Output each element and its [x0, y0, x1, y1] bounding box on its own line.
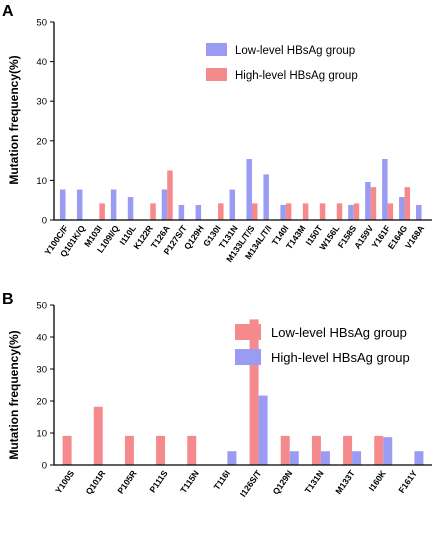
bar-s1-f158s — [348, 204, 354, 220]
bar-s1-t140i — [280, 204, 286, 220]
bar-s2-t131n — [320, 451, 330, 465]
bar-s2-m133t — [352, 451, 362, 465]
panel-a-letter: A — [2, 3, 14, 20]
y-tick-label: 40 — [36, 333, 47, 344]
bar-s1-q101r — [93, 406, 103, 465]
panel-b-y-ticks: 0 10 20 30 40 50 — [36, 301, 54, 472]
x-tick-label: T115N — [178, 468, 201, 494]
bar-s2-m133l-t-s — [251, 203, 258, 220]
panel-a-x-tick-labels: Y100C/FQ101K/QM103IL109I/QI110LK122RT126… — [42, 223, 426, 264]
bar-s2-t116i — [227, 451, 237, 465]
panel-a-legend-label-low: Low-level HBsAg group — [235, 45, 355, 57]
panel-b-legend-swatch-low — [235, 324, 261, 340]
bar-s2-e164g — [404, 187, 411, 220]
bar-s1-v168a — [416, 204, 422, 220]
panel-b-letter: B — [2, 291, 14, 308]
bar-s1-t115n — [187, 435, 197, 465]
panel-a: A Mutation frequency(%) 0 10 20 30 40 50 Y100… — [2, 3, 432, 264]
bar-s1-t131n — [311, 435, 321, 465]
panel-b: B Mutation frequency(%) 0 10 20 30 40 50 Y100… — [2, 291, 432, 499]
panel-b-bars — [62, 319, 424, 465]
bar-s2-f161y — [414, 451, 424, 465]
panel-b-y-axis-label: Mutation frequency(%) — [7, 330, 21, 459]
bar-s2-k122r — [150, 203, 156, 220]
bar-s2-i150t — [319, 203, 326, 220]
y-tick-label: 10 — [36, 176, 47, 187]
bar-s1-q101k-q — [76, 189, 83, 220]
panel-a-legend-swatch-high — [206, 68, 227, 81]
bar-s1-t131n — [229, 189, 236, 220]
bar-s1-e164g — [399, 197, 405, 220]
x-tick-label: M133T — [333, 468, 357, 496]
bar-s1-p127s-t — [178, 204, 185, 220]
bar-s2-q129n — [289, 451, 299, 465]
bar-s2-y161f — [387, 203, 394, 220]
bar-s1-y100s — [62, 435, 72, 465]
panel-a-y-axis-label: Mutation frequency(%) — [7, 55, 21, 184]
bar-s1-q129h — [195, 204, 202, 220]
panel-b-legend: Low-level HBsAg group High-level HBsAg g… — [235, 324, 410, 365]
panel-b-legend-swatch-high — [235, 349, 261, 365]
x-tick-label: I160K — [367, 468, 389, 493]
bar-s2-m103i — [99, 203, 105, 220]
bar-s1-a159v — [365, 181, 371, 220]
panel-a-y-ticks: 0 10 20 30 40 50 — [36, 18, 54, 227]
bar-s1-i126s-t — [249, 319, 259, 465]
y-tick-label: 0 — [42, 216, 47, 227]
bar-s2-w156l — [336, 203, 343, 220]
bar-s1-m134l-t-i — [263, 174, 269, 220]
y-tick-label: 10 — [36, 429, 47, 440]
x-tick-label: Q129N — [271, 468, 295, 496]
y-tick-label: 50 — [36, 301, 47, 312]
bar-s1-p105r — [124, 435, 134, 465]
panel-b-x-tick-labels: Y100S Q101R P105R P111S T115N T116I I126S/T Q12… — [53, 468, 419, 499]
bar-s1-m133t — [343, 435, 353, 465]
bar-s1-i110l — [127, 197, 134, 220]
y-tick-label: 0 — [42, 461, 47, 472]
panel-b-legend-label-high: High-level HBsAg group — [271, 350, 410, 365]
x-tick-label: Q101R — [84, 468, 108, 497]
y-tick-label: 50 — [36, 18, 47, 29]
x-tick-label: P111S — [147, 468, 170, 494]
bar-s1-i160k — [374, 435, 384, 465]
bar-s2-g130i — [218, 203, 224, 220]
bar-s2-t126a — [167, 170, 173, 220]
panel-a-legend: Low-level HBsAg group High-level HBsAg g… — [206, 43, 358, 82]
bar-s1-y161f — [382, 159, 388, 220]
bar-s2-t143m — [302, 203, 309, 220]
bar-s1-t126a — [161, 189, 168, 220]
x-tick-label: I126S/T — [238, 468, 264, 499]
x-tick-label: T116I — [212, 468, 233, 491]
bar-s1-m133l-t-s — [246, 159, 252, 220]
x-tick-label: Y100S — [53, 468, 76, 495]
bar-s2-f158s — [353, 203, 360, 220]
y-tick-label: 20 — [36, 397, 47, 408]
panel-a-legend-label-high: High-level HBsAg group — [235, 70, 358, 82]
y-tick-label: 30 — [36, 365, 47, 376]
bar-s2-i160k — [383, 437, 393, 465]
bar-s1-p111s — [156, 435, 166, 465]
y-tick-label: 30 — [36, 97, 47, 108]
panel-b-legend-label-low: Low-level HBsAg group — [271, 325, 407, 340]
bar-s1-l109i-q — [110, 189, 117, 220]
panel-a-legend-swatch-low — [206, 43, 227, 56]
x-tick-label: F161Y — [396, 468, 419, 495]
bar-s2-i126s-t — [258, 395, 268, 465]
y-tick-label: 20 — [36, 136, 47, 147]
y-tick-label: 40 — [36, 57, 47, 68]
bar-s1-q129n — [280, 435, 290, 465]
bar-s2-t140i — [285, 203, 292, 220]
bar-s1-y100c-f — [59, 189, 66, 220]
x-tick-label: P105R — [115, 468, 139, 496]
panel-a-bars — [59, 159, 422, 220]
bar-s2-a159v — [370, 187, 377, 220]
x-tick-label: T131N — [303, 468, 326, 495]
